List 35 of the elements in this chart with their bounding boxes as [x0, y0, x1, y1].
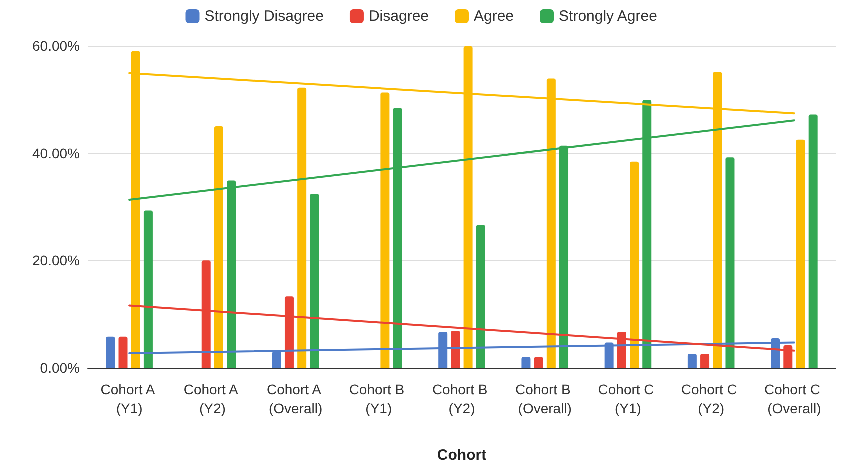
x-axis-title: Cohort — [437, 447, 487, 464]
x-tick-label: Cohort B (Y2) — [432, 382, 492, 416]
y-tick-label: 60.00% — [32, 38, 80, 54]
x-tick-label: Cohort B (Y1) — [349, 382, 408, 416]
x-tick-label: Cohort C (Y2) — [681, 382, 742, 416]
x-tick-label: Cohort A (Y2) — [184, 382, 242, 416]
legend-label: Agree — [474, 8, 514, 25]
x-tick-label: Cohort C (Overall) — [764, 382, 824, 416]
bar — [700, 354, 710, 368]
bar — [298, 88, 307, 368]
legend-label: Strongly Agree — [559, 8, 658, 25]
bar — [808, 114, 818, 368]
bar — [144, 210, 153, 368]
bar — [118, 336, 128, 368]
bar — [451, 330, 460, 368]
bar — [534, 357, 544, 368]
bar — [522, 357, 531, 368]
bar — [630, 162, 640, 368]
bar — [688, 354, 697, 368]
y-tick-label: 0.00% — [40, 360, 80, 376]
y-tick-label: 20.00% — [32, 252, 80, 269]
bar — [310, 194, 320, 368]
x-tick-label: Cohort A (Y1) — [100, 382, 158, 416]
x-tick-label: Cohort C (Y1) — [598, 382, 658, 416]
bar — [380, 92, 390, 368]
y-tick-label: 40.00% — [32, 145, 80, 162]
x-tick-label: Cohort A (Overall) — [266, 382, 325, 416]
bar — [214, 126, 224, 368]
bar — [476, 225, 486, 368]
x-tick-label: Cohort B (Overall) — [516, 382, 575, 416]
legend-label: Strongly Disagree — [204, 8, 324, 25]
legend-label: Disagree — [368, 8, 430, 25]
bar — [796, 140, 806, 368]
bar — [726, 158, 735, 368]
bar — [106, 336, 116, 368]
